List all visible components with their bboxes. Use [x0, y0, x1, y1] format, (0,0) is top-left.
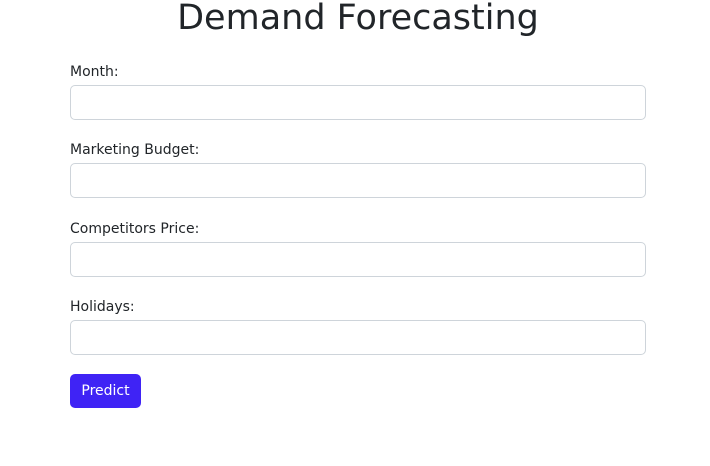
page-title: Demand Forecasting — [177, 0, 539, 38]
marketing-budget-input[interactable] — [70, 163, 646, 198]
month-label: Month: — [70, 64, 119, 80]
predict-button[interactable]: Predict — [70, 374, 141, 408]
marketing-budget-label: Marketing Budget: — [70, 142, 200, 158]
competitors-price-label: Competitors Price: — [70, 221, 200, 237]
holidays-input[interactable] — [70, 320, 646, 355]
holidays-label: Holidays: — [70, 299, 135, 315]
competitors-price-input[interactable] — [70, 242, 646, 277]
month-input[interactable] — [70, 85, 646, 120]
